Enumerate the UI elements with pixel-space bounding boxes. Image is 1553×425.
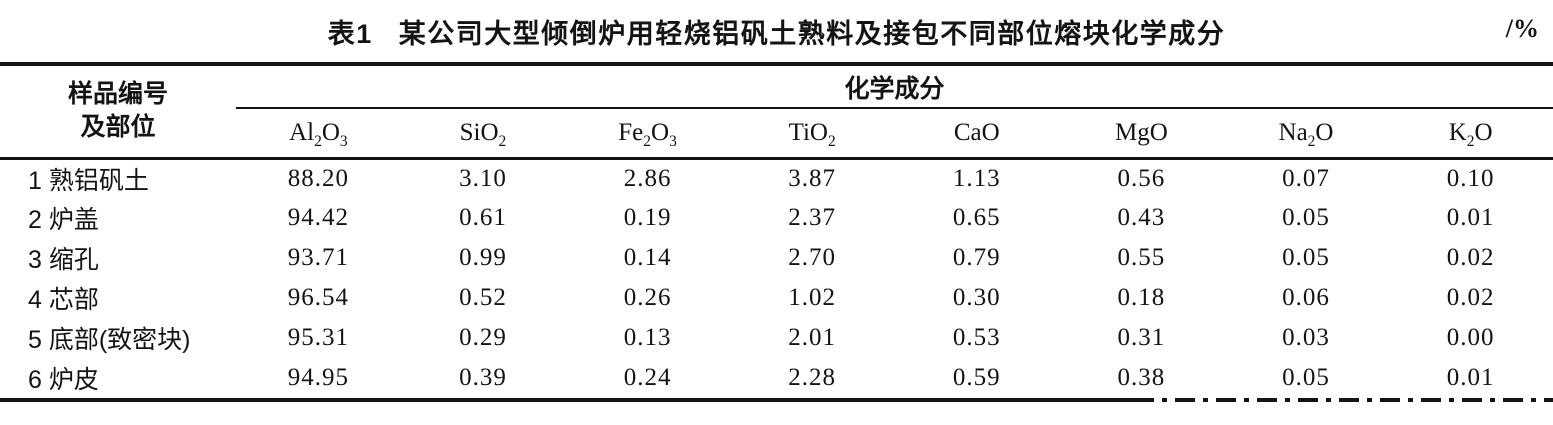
- value-cell: 93.71: [287, 244, 349, 271]
- value-cell: 0.30: [952, 284, 1001, 311]
- value-cell: 88.20: [287, 164, 349, 192]
- value-cell: 0.65: [952, 204, 1001, 231]
- sample-label: 2 炉盖: [28, 206, 99, 234]
- value-cell: 0.39: [459, 364, 507, 391]
- bottom-rule-solid-segment: [0, 398, 1134, 402]
- column-header: Al2O3: [289, 118, 348, 150]
- table-row: 5 底部(致密块) 95.31 0.29 0.13 2.01 0.53 0.31 0.03 0.…: [0, 318, 1553, 358]
- column-header: MgO: [1115, 118, 1168, 146]
- value-cell: 0.18: [1117, 284, 1166, 311]
- value-cell: 0.43: [1117, 204, 1166, 231]
- value-cell: 0.56: [1117, 164, 1166, 192]
- value-cell: 1.13: [952, 164, 1001, 192]
- value-cell: 0.26: [623, 284, 672, 311]
- sample-label: 6 炉皮: [28, 366, 99, 394]
- column-header: TiO2: [788, 118, 836, 150]
- value-cell: 0.31: [1117, 324, 1166, 351]
- column-header: CaO: [953, 118, 1000, 146]
- column-header: Na2O: [1278, 118, 1334, 150]
- value-cell: 0.99: [459, 244, 507, 271]
- value-cell: 0.24: [623, 364, 672, 391]
- value-cell: 94.95: [287, 364, 349, 391]
- value-cell: 2.86: [623, 164, 672, 192]
- value-cell: 0.01: [1446, 204, 1495, 231]
- value-cell: 0.03: [1282, 324, 1330, 351]
- value-cell: 3.10: [459, 164, 507, 192]
- sample-header-line1: 样品编号: [68, 79, 169, 108]
- unit-label: /%: [1505, 14, 1539, 43]
- table-body: 1 熟铝矾土 88.20 3.10 2.86 3.87 1.13 0.56 0.07 0.10 2…: [0, 158, 1553, 398]
- value-cell: 95.31: [287, 324, 349, 351]
- value-cell: 2.37: [788, 204, 837, 231]
- value-cell: 2.70: [788, 244, 837, 271]
- value-cell: 1.02: [788, 284, 837, 311]
- table-row: 4 芯部 96.54 0.52 0.26 1.02 0.30 0.18 0.06 0.02: [0, 278, 1553, 318]
- table-row: 1 熟铝矾土 88.20 3.10 2.86 3.87 1.13 0.56 0.07 0.10: [0, 158, 1553, 198]
- value-cell: 2.28: [788, 364, 837, 391]
- value-cell: 0.19: [623, 204, 672, 231]
- table-caption: 表1 某公司大型倾倒炉用轻烧铝矾土熟料及接包不同部位熔块化学成分 /%: [0, 0, 1553, 62]
- table-title: 某公司大型倾倒炉用轻烧铝矾土熟料及接包不同部位熔块化学成分: [398, 18, 1226, 49]
- value-cell: 0.13: [623, 324, 672, 351]
- sample-column-header: 样品编号 及部位: [0, 64, 236, 158]
- table-header: 样品编号 及部位 化学成分 Al2O3 SiO2 Fe2O3 TiO2 CaO MgO Na…: [0, 64, 1553, 158]
- value-cell: 0.59: [952, 364, 1001, 391]
- value-cell: 0.01: [1446, 364, 1495, 391]
- value-cell: 0.02: [1446, 244, 1495, 271]
- value-cell: 3.87: [788, 164, 837, 192]
- value-cell: 0.00: [1446, 324, 1495, 351]
- table-row: 2 炉盖 94.42 0.61 0.19 2.37 0.65 0.43 0.05 0.01: [0, 198, 1553, 238]
- table-bottom-rule: [0, 398, 1553, 403]
- value-cell: 0.61: [459, 204, 507, 231]
- group-header: 化学成分: [236, 64, 1553, 109]
- sample-label: 5 底部(致密块): [28, 326, 191, 354]
- value-cell: 0.79: [952, 244, 1001, 271]
- value-cell: 0.05: [1282, 244, 1330, 271]
- value-cell: 0.05: [1282, 204, 1330, 231]
- value-cell: 0.53: [952, 324, 1001, 351]
- table-row: 6 炉皮 94.95 0.39 0.24 2.28 0.59 0.38 0.05 0.01: [0, 358, 1553, 398]
- sample-header-line2: 及部位: [80, 113, 156, 142]
- table-caption-text: 表1 某公司大型倾倒炉用轻烧铝矾土熟料及接包不同部位熔块化学成分: [328, 12, 1226, 51]
- column-header: K2O: [1448, 118, 1493, 150]
- value-cell: 0.05: [1282, 364, 1330, 391]
- value-cell: 0.52: [459, 284, 507, 311]
- table-number: 表1: [327, 18, 373, 49]
- value-cell: 96.54: [287, 284, 349, 311]
- column-headers-row: Al2O3 SiO2 Fe2O3 TiO2 CaO MgO Na2O K2O: [0, 108, 1553, 158]
- value-cell: 0.29: [459, 324, 507, 351]
- value-cell: 0.06: [1282, 284, 1330, 311]
- value-cell: 94.42: [287, 204, 349, 231]
- composition-table: 样品编号 及部位 化学成分 Al2O3 SiO2 Fe2O3 TiO2 CaO MgO Na…: [0, 62, 1553, 398]
- value-cell: 0.55: [1117, 244, 1166, 271]
- value-cell: 0.07: [1282, 164, 1330, 192]
- sample-label: 3 缩孔: [28, 246, 99, 274]
- value-cell: 0.14: [623, 244, 672, 271]
- sample-label: 1 熟铝矾土: [28, 166, 149, 195]
- value-cell: 0.10: [1446, 164, 1495, 192]
- value-cell: 0.02: [1446, 284, 1495, 311]
- column-header: Fe2O3: [618, 118, 677, 150]
- bottom-rule-dashed-segment: [1133, 398, 1553, 402]
- column-header: SiO2: [459, 118, 507, 150]
- value-cell: 0.38: [1117, 364, 1166, 391]
- table-row: 3 缩孔 93.71 0.99 0.14 2.70 0.79 0.55 0.05 0.02: [0, 238, 1553, 278]
- value-cell: 2.01: [788, 324, 837, 351]
- sample-label: 4 芯部: [28, 286, 99, 314]
